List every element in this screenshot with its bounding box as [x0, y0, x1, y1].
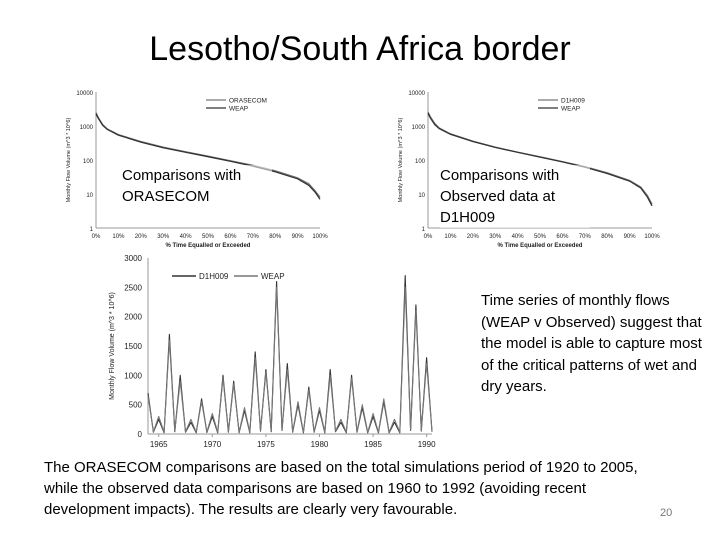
x-tick-label: 1970 [203, 440, 221, 449]
legend-label: D1H009 [199, 272, 229, 281]
slide-title: Lesotho/South Africa border [149, 30, 571, 68]
legend-label: WEAP [229, 106, 248, 113]
series-line-weap [147, 286, 433, 433]
footnote: The ORASECOM comparisons are based on th… [44, 459, 638, 518]
y-tick-label: 10000 [76, 91, 93, 97]
monthly-flow-timeseries-svg: 0 500 1000 1500 2000 2500 3000 1965 1970 1975 1980… [109, 254, 436, 449]
legend-label: D1H009 [561, 98, 585, 105]
y-tick-label: 0 [138, 430, 143, 439]
x-tick-label: 100% [644, 234, 660, 240]
x-tick-label: 30% [157, 234, 170, 240]
series-line-weap [427, 112, 653, 207]
x-tick-label: 60% [224, 234, 237, 240]
x-axis-title: % Time Equalled or Exceeded [498, 243, 583, 249]
series-line-d1h009 [147, 275, 433, 434]
y-tick-label: 2500 [124, 283, 142, 292]
y-tick-label: 10000 [408, 91, 425, 97]
x-tick-label: 90% [292, 234, 305, 240]
x-tick-label: 1965 [150, 440, 168, 449]
x-axis-title: % Time Equalled or Exceeded [166, 243, 251, 249]
y-axis-title: Monthly Flow Volume (m^3 * 10^6) [398, 118, 404, 203]
x-tick-label: 40% [512, 234, 525, 240]
x-tick-label: 20% [135, 234, 148, 240]
y-tick-label: 1000 [412, 125, 426, 131]
y-axis-title: Monthly Flow Volume (m^3 * 10^6) [109, 292, 116, 400]
orasecom-exceedance-svg: 10000 1000 100 10 10% 10% 20% 30% 40% 50% 60% 70% 80… [66, 91, 328, 249]
page-number: 20 [660, 507, 673, 519]
y-tick-label: 10 [86, 193, 93, 199]
x-tick-label: 70% [247, 234, 260, 240]
y-tick-label: 2000 [124, 313, 142, 322]
x-tick-label: 1990 [418, 440, 436, 449]
x-tick-label: 40% [180, 234, 193, 240]
caption-timeseries: Time series of monthly flows (WEAP v Obs… [481, 290, 713, 398]
x-tick-label: 30% [489, 234, 502, 240]
x-tick-label: 0% [92, 234, 101, 240]
x-tick-label: 90% [624, 234, 637, 240]
x-tick-label: 80% [269, 234, 282, 240]
y-tick-label: 100 [415, 159, 426, 165]
y-tick-label: 100 [83, 159, 94, 165]
y-tick-label: 10 [418, 193, 425, 199]
y-tick-label: 1 [422, 227, 426, 233]
caption-orasecom: Comparisons with ORASECOM [122, 165, 272, 207]
orasecom-exceedance-chart: 10000 1000 100 10 1 0% 10% 20% 30% 40% 50% 60% 70% 80… [58, 78, 328, 250]
x-tick-label: 0% [424, 234, 433, 240]
monthly-flow-timeseries-chart: 0 500 1000 1500 2000 2500 3000 1965 1970 1975 1980… [100, 250, 445, 452]
x-tick-label: 60% [556, 234, 569, 240]
y-tick-label: 1 [90, 227, 94, 233]
y-axis-title: Monthly Flow Volume (m^3 * 10^6) [66, 118, 72, 203]
x-tick-label: 10% [444, 234, 457, 240]
legend-label: WEAP [561, 106, 580, 113]
d1h009-exceedance-svg: 10000 1000 100 10 10% 10% 20% 30% 40% 50% 60% 70% 80… [398, 91, 660, 249]
x-tick-label: 70% [579, 234, 592, 240]
y-tick-label: 1000 [80, 125, 94, 131]
legend-label: ORASECOM [229, 98, 267, 105]
x-tick-label: 1975 [257, 440, 275, 449]
x-tick-label: 50% [202, 234, 215, 240]
y-tick-label: 500 [129, 401, 143, 410]
x-tick-label: 1985 [364, 440, 382, 449]
legend-label: WEAP [261, 272, 285, 281]
series-line-weap [95, 113, 321, 200]
x-tick-label: 1980 [311, 440, 329, 449]
x-tick-label: 50% [534, 234, 547, 240]
x-tick-label: 10% [112, 234, 125, 240]
y-tick-label: 3000 [124, 254, 142, 263]
x-tick-label: 100% [312, 234, 328, 240]
d1h009-exceedance-chart: 10000 1000 100 10 1 0% 10% 20% 30% 40% 50% 60% 70% 80… [390, 78, 660, 250]
y-tick-label: 1500 [124, 342, 142, 351]
caption-observed: Comparisons with Observed data at D1H009 [440, 165, 590, 228]
x-tick-label: 20% [467, 234, 480, 240]
x-tick-label: 80% [601, 234, 614, 240]
y-tick-label: 1000 [124, 371, 142, 380]
